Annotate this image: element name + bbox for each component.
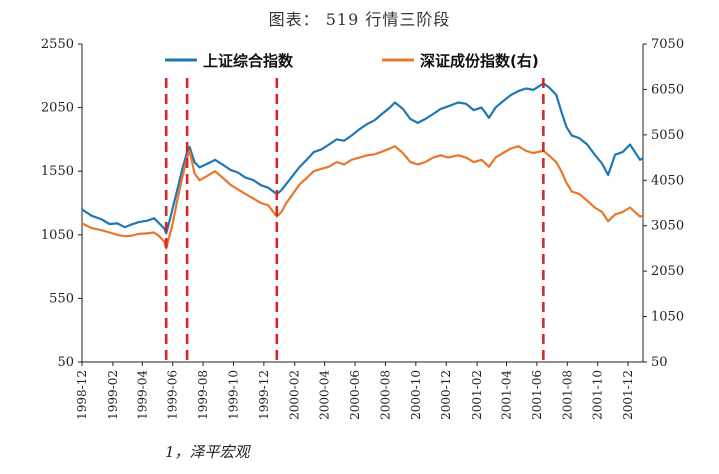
right-tick-label: 50 (651, 355, 668, 370)
x-tick-label: 2001-02 (470, 370, 484, 420)
x-tick-label: 2000-04 (318, 370, 332, 420)
shanghai-composite-line (81, 82, 644, 235)
source-fade (92, 438, 172, 462)
x-tick-label: 1999-12 (257, 370, 271, 420)
x-tick-label: 2001-06 (530, 370, 544, 420)
chart-title: 图表： 519 行情三阶段 (268, 10, 451, 29)
x-tick-label: 1999-08 (196, 370, 210, 420)
left-tick-label: 550 (49, 291, 74, 306)
right-tick-label: 2050 (651, 264, 684, 279)
right-tick-label: 1050 (651, 310, 684, 325)
right-tick-label: 7050 (651, 37, 684, 52)
x-tick-label: 2000-08 (378, 370, 392, 420)
left-tick-label: 50 (57, 355, 74, 370)
x-tick-label: 1999-04 (135, 370, 149, 420)
shenzhen-component-line (81, 145, 644, 250)
legend-label: 深证成份指数(右) (420, 52, 539, 70)
source-note: 1，泽平宏观 (165, 443, 250, 461)
x-tick-label: 2001-04 (499, 370, 513, 420)
right-tick-label: 5050 (651, 128, 684, 143)
right-tick-label: 4050 (651, 173, 684, 188)
x-tick-label: 1998-12 (75, 370, 89, 420)
x-tick-label: 1999-02 (106, 370, 120, 420)
right-tick-label: 3050 (651, 219, 684, 234)
right-tick-label: 6050 (651, 82, 684, 97)
x-tick-label: 2000-10 (409, 370, 423, 420)
x-tick-label: 1999-06 (166, 370, 180, 420)
left-tick-label: 2050 (41, 101, 74, 116)
legend-label: 上证综合指数 (203, 52, 294, 70)
x-tick-label: 2000-02 (288, 370, 302, 420)
x-tick-label: 2001-10 (591, 370, 605, 420)
x-tick-label: 2000-12 (439, 370, 453, 420)
x-tick-label: 1999-10 (226, 370, 240, 420)
x-tick-label: 2000-06 (348, 370, 362, 420)
x-tick-label: 2001-12 (621, 370, 635, 420)
x-tick-label: 2001-08 (560, 370, 574, 420)
left-tick-label: 2550 (41, 37, 74, 52)
left-tick-label: 1050 (41, 228, 74, 243)
left-tick-label: 1550 (41, 164, 74, 179)
